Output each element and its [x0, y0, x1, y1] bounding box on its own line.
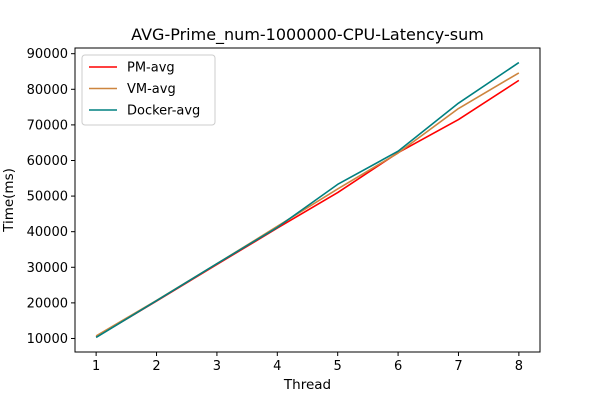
x-axis-ticks: 1 2 3 4 5 6 7 8	[92, 352, 523, 374]
legend-items: PM-avg VM-avg Docker-avg	[89, 61, 200, 119]
x-axis-label: Thread	[283, 377, 331, 393]
y-tick-label: 80000	[27, 83, 68, 98]
y-tick-label: 50000	[27, 190, 68, 205]
x-tick-label: 3	[213, 359, 221, 374]
y-tick-label: 30000	[27, 261, 68, 276]
y-tick-label: 60000	[27, 154, 68, 169]
legend-label-vm-avg: VM-avg	[127, 82, 176, 97]
legend-label-docker-avg: Docker-avg	[127, 104, 200, 119]
chart-title: AVG-Prime_num-1000000-CPU-Latency-sum	[131, 25, 484, 45]
x-tick-label: 1	[92, 359, 100, 374]
series-line-docker-avg	[95, 61, 520, 339]
x-tick-label: 7	[454, 359, 462, 374]
y-axis-ticks: 10000 20000 30000 40000 50000 60000 70000 80000…	[27, 47, 75, 347]
x-tick-label: 6	[394, 359, 402, 374]
y-tick-label: 20000	[27, 296, 68, 311]
x-tick-label: 2	[152, 359, 160, 374]
y-tick-label: 90000	[27, 47, 68, 62]
x-tick-label: 5	[334, 359, 342, 374]
series-layer	[95, 61, 520, 339]
y-tick-label: 10000	[27, 332, 68, 347]
legend-label-pm-avg: PM-avg	[127, 61, 175, 76]
x-tick-label: 4	[273, 359, 281, 374]
y-tick-label: 40000	[27, 225, 68, 240]
legend-box	[81, 54, 216, 126]
y-axis-label: Time(ms)	[1, 168, 17, 233]
x-tick-label: 8	[515, 359, 523, 374]
y-tick-label: 70000	[27, 118, 68, 133]
plot-area-frame	[74, 47, 541, 353]
legend: PM-avg VM-avg Docker-avg	[81, 54, 216, 126]
